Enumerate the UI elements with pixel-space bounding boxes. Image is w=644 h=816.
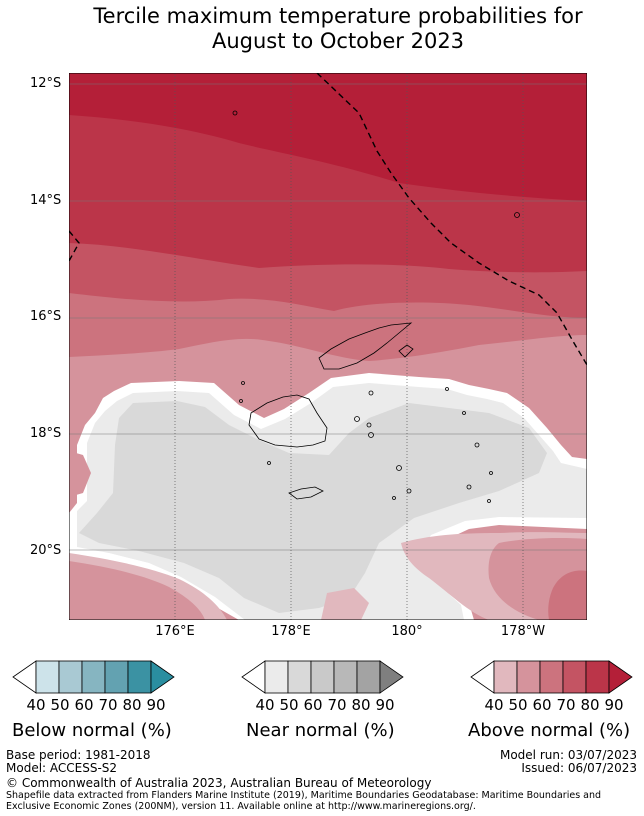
tick: 50: [279, 696, 299, 714]
near-normal-swatch-max: [379, 660, 404, 694]
copyright: © Commonwealth of Australia 2023, Austra…: [6, 776, 432, 790]
probability-map: [69, 73, 587, 620]
shapefile-note: Shapefile data extracted from Flanders M…: [6, 790, 602, 812]
near-normal-ticks: 40 50 60 70 80 90: [253, 696, 397, 714]
issued-date: Issued: 06/07/2023: [521, 761, 637, 775]
near-normal-50-60: [79, 401, 547, 613]
lon-label-180: 180°: [391, 624, 423, 639]
below-normal-swatch-min: [12, 660, 37, 694]
taveuni-island: [398, 344, 414, 358]
lat-label-14s: 14°S: [30, 193, 62, 208]
above-normal-swatch-80: [585, 660, 610, 694]
above-normal-label: Above normal (%): [468, 720, 631, 741]
above-normal-swatch-max: [608, 660, 633, 694]
above-normal-swatch-70: [562, 660, 587, 694]
near-normal-swatch-min: [241, 660, 266, 694]
title-line-1: Tercile maximum temperature probabilitie…: [93, 4, 583, 28]
tick: 40: [26, 696, 46, 714]
tick: 60: [74, 696, 94, 714]
tick: 90: [604, 696, 624, 714]
lower-right-above-70: [548, 570, 587, 620]
below-normal-ticks: 40 50 60 70 80 90: [24, 696, 168, 714]
above-normal-swatch-40: [493, 660, 518, 694]
below-normal-colorbar: [12, 660, 175, 694]
lat-label-20s: 20°S: [30, 543, 62, 558]
viti-levu-island: [248, 394, 328, 448]
bottom-center-above-50: [321, 588, 369, 620]
near-normal-swatch-40: [264, 660, 289, 694]
above-normal-swatch-60: [539, 660, 564, 694]
near-normal-swatch-60: [310, 660, 335, 694]
near-normal-swatch-50: [287, 660, 312, 694]
tick: 80: [122, 696, 142, 714]
model-name: Model: ACCESS-S2: [6, 761, 118, 775]
below-normal-swatch-max: [150, 660, 175, 694]
below-normal-swatch-70: [104, 660, 129, 694]
map-title: Tercile maximum temperature probabilitie…: [0, 4, 644, 54]
lon-label-176e: 176°E: [155, 624, 195, 639]
below-normal-swatch-80: [127, 660, 152, 694]
tick: 80: [580, 696, 600, 714]
near-normal-swatch-80: [356, 660, 381, 694]
tick: 40: [255, 696, 275, 714]
tick: 50: [508, 696, 528, 714]
near-normal-swatch-70: [333, 660, 358, 694]
longitude-gridlines: [174, 73, 524, 620]
kadavu-island: [288, 486, 324, 500]
eez-boundary: [316, 73, 587, 366]
tick: 70: [98, 696, 118, 714]
above-normal-swatch-50: [516, 660, 541, 694]
tick: 60: [303, 696, 323, 714]
above-normal-ticks: 40 50 60 70 80 90: [482, 696, 626, 714]
vanua-levu-island: [318, 322, 413, 370]
tick: 60: [532, 696, 552, 714]
below-normal-swatch-40: [35, 660, 60, 694]
below-normal-swatch-60: [81, 660, 106, 694]
below-normal-label: Below normal (%): [12, 720, 172, 741]
lon-label-178w: 178°W: [500, 624, 546, 639]
model-run: Model run: 03/07/2023: [499, 748, 637, 762]
near-normal-colorbar: [241, 660, 404, 694]
near-normal-label: Near normal (%): [246, 720, 395, 741]
base-period: Base period: 1981-2018: [6, 748, 151, 762]
left-edge-above-50: [69, 451, 91, 497]
tick: 50: [50, 696, 70, 714]
tick: 80: [351, 696, 371, 714]
tick: 90: [375, 696, 395, 714]
tick: 90: [146, 696, 166, 714]
below-normal-swatch-50: [58, 660, 83, 694]
tick: 70: [327, 696, 347, 714]
lat-label-18s: 18°S: [30, 426, 62, 441]
title-line-2: August to October 2023: [211, 29, 465, 53]
eez-boundary-west: [69, 230, 80, 262]
lat-label-12s: 12°S: [30, 76, 62, 91]
lon-label-178e: 178°E: [271, 624, 311, 639]
lower-left-above-60: [69, 561, 205, 620]
fiji-islands: [232, 110, 520, 503]
above-normal-colorbar: [470, 660, 633, 694]
above-normal-swatch-min: [470, 660, 495, 694]
tick: 70: [556, 696, 576, 714]
tick: 40: [484, 696, 504, 714]
lat-label-16s: 16°S: [30, 309, 62, 324]
